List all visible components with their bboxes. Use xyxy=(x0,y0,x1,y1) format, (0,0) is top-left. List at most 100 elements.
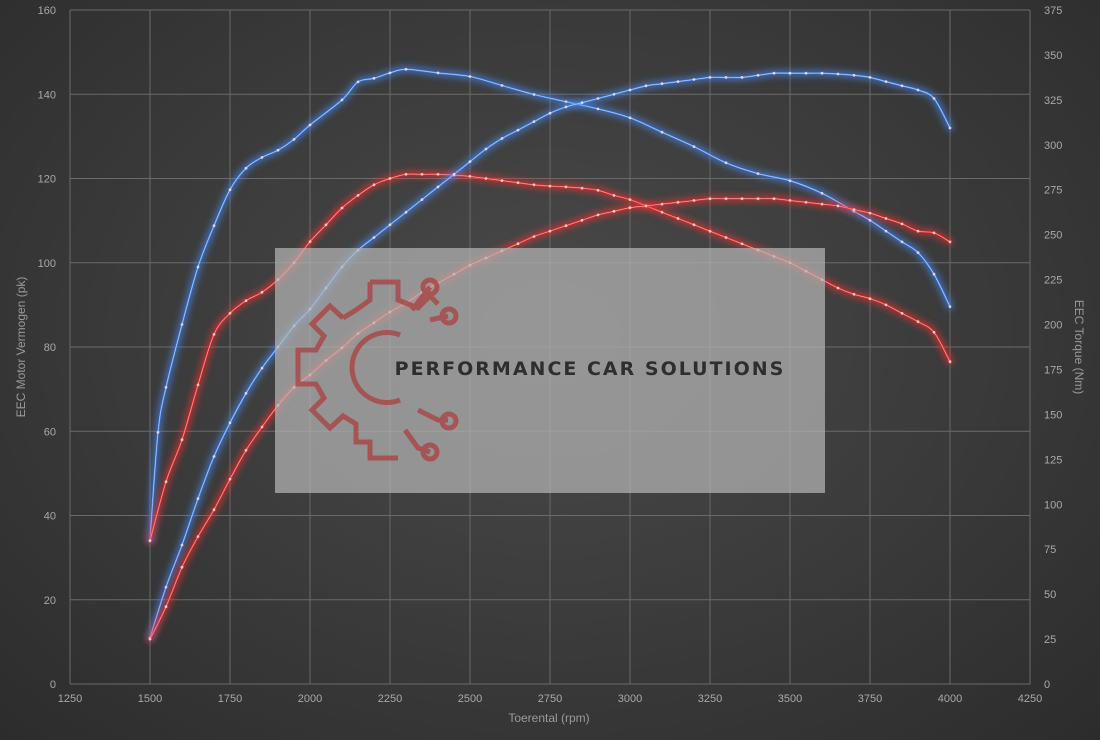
data-point xyxy=(532,235,536,238)
left-tick-label: 100 xyxy=(38,258,56,270)
data-point xyxy=(852,73,856,77)
data-point xyxy=(260,366,264,370)
data-point xyxy=(244,166,248,170)
data-point xyxy=(468,175,472,178)
data-point xyxy=(900,311,904,315)
data-point xyxy=(660,210,664,214)
data-point xyxy=(852,292,856,296)
data-point xyxy=(436,172,440,176)
data-point xyxy=(692,199,696,202)
data-point xyxy=(340,206,344,210)
data-point xyxy=(740,76,744,79)
data-point xyxy=(404,67,408,71)
data-point xyxy=(180,543,184,547)
x-tick-label: 2750 xyxy=(538,693,562,705)
data-point xyxy=(548,184,552,188)
data-point xyxy=(196,497,200,500)
x-tick-label: 3750 xyxy=(858,693,882,705)
right-tick-label: 150 xyxy=(1044,409,1062,421)
right-tick-label: 50 xyxy=(1044,589,1056,601)
data-point xyxy=(868,76,872,79)
data-point xyxy=(564,105,568,109)
watermark-panel xyxy=(275,248,825,493)
x-tick-label: 3500 xyxy=(778,693,802,705)
data-point xyxy=(692,78,696,81)
x-axis-ticks: 1250 1500 1750 2000 2250 2500 2750 3000 3250 3500… xyxy=(58,693,1042,705)
data-point xyxy=(436,185,440,189)
right-tick-label: 225 xyxy=(1044,275,1062,287)
data-point xyxy=(724,76,728,79)
data-point xyxy=(228,188,232,192)
data-point xyxy=(836,204,840,208)
data-point xyxy=(164,480,168,484)
data-point xyxy=(884,229,888,233)
data-point xyxy=(148,539,152,543)
data-point xyxy=(148,637,152,641)
right-tick-label: 0 xyxy=(1044,679,1050,691)
data-point xyxy=(228,421,232,425)
data-point xyxy=(948,126,952,130)
right-tick-label: 25 xyxy=(1044,634,1056,646)
right-axis-ticks: 0 25 50 75 100 125 150 175 200 225 250 275 300 325 350… xyxy=(1044,5,1062,691)
data-point xyxy=(740,242,744,246)
data-point xyxy=(580,218,584,222)
data-point xyxy=(900,240,904,244)
data-point xyxy=(932,272,936,276)
data-point xyxy=(212,455,216,458)
data-point xyxy=(804,71,808,75)
data-point xyxy=(516,181,520,185)
data-point xyxy=(948,240,952,244)
data-point xyxy=(596,213,600,217)
data-point xyxy=(532,183,536,187)
data-point xyxy=(948,360,952,364)
data-point xyxy=(884,217,888,220)
data-point xyxy=(500,137,504,140)
data-point xyxy=(788,179,792,183)
right-tick-label: 300 xyxy=(1044,140,1062,152)
data-point xyxy=(724,197,728,201)
data-point xyxy=(644,84,648,88)
data-point xyxy=(932,330,936,334)
data-point xyxy=(900,84,904,88)
x-tick-label: 1750 xyxy=(218,693,242,705)
data-point xyxy=(612,209,616,213)
data-point xyxy=(388,177,392,180)
data-point xyxy=(212,333,216,336)
data-point xyxy=(340,98,344,102)
data-point xyxy=(196,265,200,269)
data-point xyxy=(692,223,696,227)
right-tick-label: 75 xyxy=(1044,544,1056,556)
data-point xyxy=(500,179,504,183)
data-point xyxy=(596,188,600,192)
data-point xyxy=(388,223,392,227)
data-point xyxy=(852,208,856,211)
data-point xyxy=(372,236,376,239)
data-point xyxy=(516,128,520,132)
x-axis-title: Toerental (rpm) xyxy=(508,711,589,725)
data-point xyxy=(948,305,952,308)
data-point xyxy=(692,145,696,149)
data-point xyxy=(164,386,168,389)
data-point xyxy=(868,218,872,222)
data-point xyxy=(628,206,632,210)
data-point xyxy=(916,229,920,233)
data-point xyxy=(884,303,888,307)
data-point xyxy=(628,116,632,120)
data-point xyxy=(596,97,600,100)
data-point xyxy=(644,204,648,208)
x-tick-label: 4000 xyxy=(938,693,962,705)
data-point xyxy=(788,71,792,75)
data-point xyxy=(468,160,472,164)
left-tick-label: 120 xyxy=(38,174,56,186)
data-point xyxy=(660,202,664,206)
data-point xyxy=(916,320,920,324)
data-point xyxy=(932,231,936,235)
data-point xyxy=(452,172,456,176)
x-tick-label: 2250 xyxy=(378,693,402,705)
data-point xyxy=(372,76,376,80)
data-point xyxy=(788,199,792,202)
data-point xyxy=(596,107,600,111)
right-axis-title: EEC Torque (Nm) xyxy=(1072,300,1086,394)
x-tick-label: 1250 xyxy=(58,693,82,705)
